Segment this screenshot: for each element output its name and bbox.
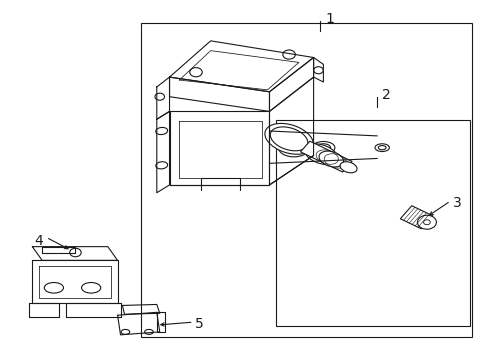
Bar: [275, 120, 469, 327]
Ellipse shape: [340, 162, 356, 173]
Circle shape: [155, 93, 164, 100]
Polygon shape: [400, 206, 432, 229]
Ellipse shape: [318, 151, 343, 167]
Bar: [141, 23, 471, 337]
Ellipse shape: [156, 162, 167, 169]
Ellipse shape: [378, 145, 385, 150]
Ellipse shape: [144, 329, 153, 334]
Circle shape: [189, 68, 202, 77]
Circle shape: [313, 67, 323, 74]
Ellipse shape: [374, 144, 388, 152]
Ellipse shape: [316, 144, 330, 152]
Ellipse shape: [156, 127, 167, 135]
Ellipse shape: [270, 127, 307, 151]
Ellipse shape: [264, 123, 313, 154]
Ellipse shape: [121, 329, 129, 334]
Polygon shape: [300, 141, 351, 172]
Ellipse shape: [283, 142, 304, 153]
Ellipse shape: [417, 215, 435, 229]
Circle shape: [282, 50, 295, 59]
Ellipse shape: [304, 144, 337, 165]
Circle shape: [70, 248, 81, 257]
Ellipse shape: [44, 283, 63, 293]
Ellipse shape: [311, 141, 334, 154]
Ellipse shape: [81, 283, 101, 293]
Text: 3: 3: [452, 196, 461, 210]
Text: 4: 4: [34, 234, 43, 248]
Text: 1: 1: [325, 13, 333, 27]
Text: 2: 2: [381, 88, 390, 102]
Text: 5: 5: [195, 317, 203, 331]
Ellipse shape: [286, 144, 300, 151]
Ellipse shape: [278, 139, 309, 157]
Circle shape: [423, 220, 429, 225]
